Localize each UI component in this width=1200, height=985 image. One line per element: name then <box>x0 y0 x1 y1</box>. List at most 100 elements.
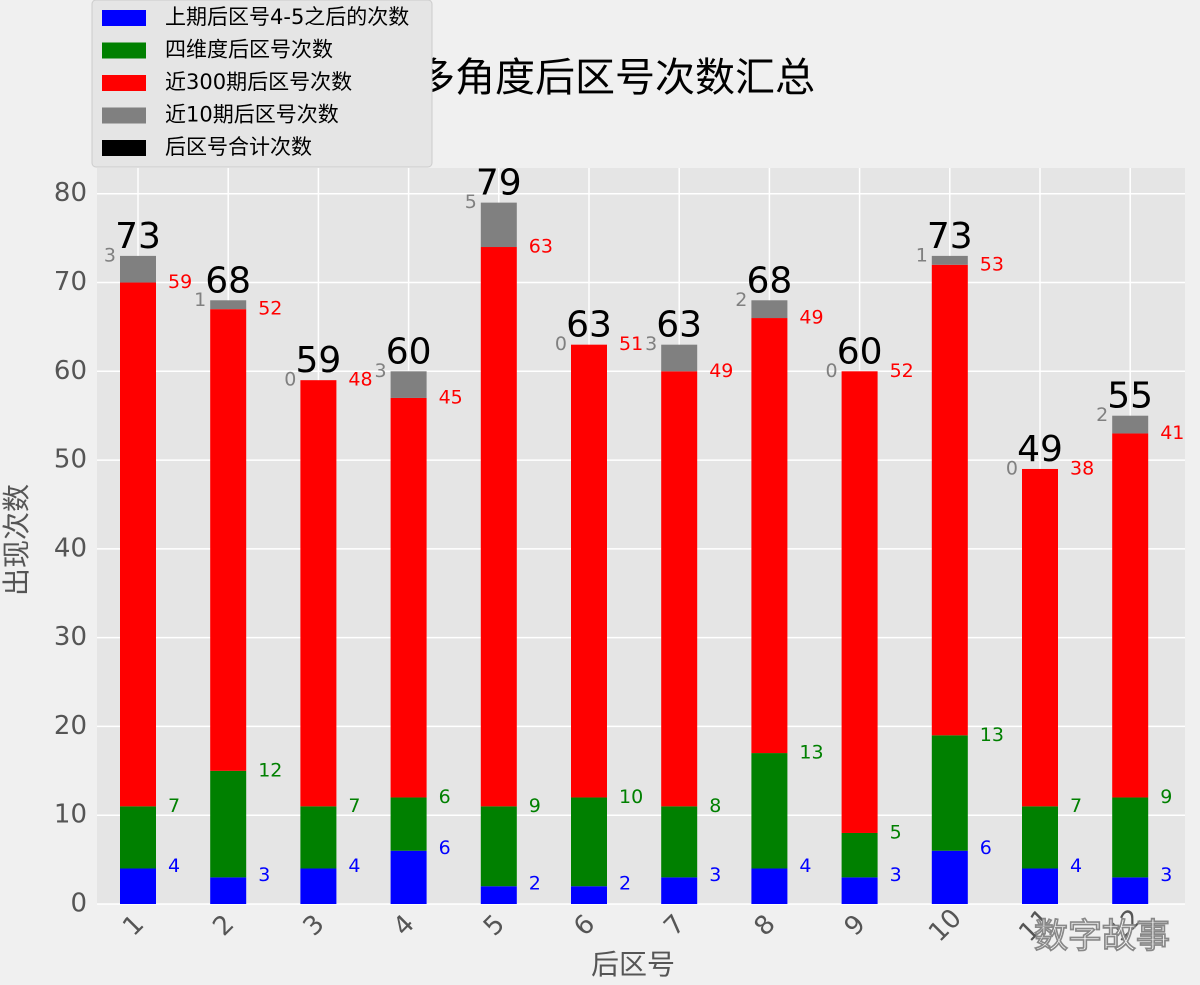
value-label: 1 <box>916 244 928 266</box>
bar-segment <box>120 255 156 283</box>
bar-segment <box>931 735 968 851</box>
bar-segment <box>480 202 517 248</box>
total-label: 68 <box>746 260 792 301</box>
bar-segment <box>120 868 156 904</box>
bar-segment <box>1112 797 1149 878</box>
legend-swatch <box>102 42 146 59</box>
y-tick-label: 60 <box>54 356 87 386</box>
bar-segment <box>480 247 517 807</box>
bar-segment <box>571 344 607 798</box>
bar-segment <box>751 753 788 869</box>
x-axis-label: 后区号 <box>591 948 675 981</box>
value-label: 5 <box>890 821 902 843</box>
bar-segment <box>1022 868 1058 904</box>
value-label: 6 <box>439 837 451 859</box>
bar-segment <box>1022 468 1058 807</box>
value-label: 0 <box>284 369 296 391</box>
plot-area <box>97 168 1185 904</box>
value-label: 1 <box>194 289 206 311</box>
value-label: 49 <box>709 360 733 382</box>
value-label: 3 <box>1160 864 1172 886</box>
value-label: 4 <box>348 855 360 877</box>
total-label: 59 <box>295 340 341 381</box>
bar-segment <box>931 255 968 265</box>
bar-segment <box>841 877 878 904</box>
bar-segment <box>841 371 878 833</box>
bar-segment <box>841 832 878 878</box>
value-label: 3 <box>375 360 387 382</box>
legend-box <box>91 0 433 168</box>
bar-segment <box>300 380 337 807</box>
value-label: 45 <box>439 386 463 408</box>
value-label: 2 <box>529 873 541 895</box>
value-label: 59 <box>168 271 192 293</box>
legend-swatch <box>102 10 146 26</box>
bar-segment <box>1112 415 1149 434</box>
bar-segment <box>390 371 427 398</box>
bar-segment <box>931 850 968 904</box>
value-label: 7 <box>348 795 360 817</box>
legend-swatch <box>102 140 146 156</box>
chart-title: 多角度后区号次数汇总 <box>415 55 815 101</box>
y-tick-label: 10 <box>54 800 87 830</box>
bar-segment <box>210 300 247 310</box>
total-label: 63 <box>656 305 702 346</box>
value-label: 0 <box>826 360 838 382</box>
bar-segment <box>210 877 247 904</box>
total-label: 68 <box>205 260 251 301</box>
value-label: 8 <box>709 795 721 817</box>
value-label: 2 <box>1096 404 1108 426</box>
bar-segment <box>661 371 698 807</box>
y-tick-label: 0 <box>70 889 87 919</box>
value-label: 49 <box>799 307 823 329</box>
bar-segment <box>751 300 788 319</box>
value-label: 5 <box>465 191 477 213</box>
total-label: 63 <box>566 305 612 346</box>
bar-segment <box>661 877 698 904</box>
value-label: 7 <box>1070 795 1082 817</box>
value-label: 10 <box>619 786 643 808</box>
value-label: 9 <box>529 795 541 817</box>
value-label: 41 <box>1160 422 1184 444</box>
total-label: 79 <box>476 163 522 204</box>
bar-segment <box>751 868 788 904</box>
bar-segment <box>480 806 517 887</box>
value-label: 13 <box>799 742 823 764</box>
legend-swatch <box>102 107 146 124</box>
bar-segment <box>390 797 427 851</box>
bar-segment <box>390 850 427 904</box>
bar-segment <box>931 264 968 736</box>
value-label: 52 <box>890 360 914 382</box>
value-label: 3 <box>104 244 116 266</box>
y-axis-label: 出现次数 <box>0 484 33 596</box>
value-label: 4 <box>799 855 811 877</box>
bar-segment <box>1112 433 1149 798</box>
y-tick-label: 80 <box>54 178 87 208</box>
legend-label: 后区号合计次数 <box>165 135 312 159</box>
value-label: 9 <box>1160 786 1172 808</box>
total-label: 60 <box>837 331 883 372</box>
y-tick-label: 70 <box>54 267 87 297</box>
value-label: 7 <box>168 795 180 817</box>
bar-segment <box>661 806 698 878</box>
value-label: 2 <box>735 289 747 311</box>
value-label: 3 <box>258 864 270 886</box>
bar-segment <box>661 344 698 372</box>
value-label: 51 <box>619 333 643 355</box>
value-label: 6 <box>980 837 992 859</box>
bar-segment <box>120 282 156 807</box>
total-label: 49 <box>1017 429 1063 470</box>
total-label: 73 <box>927 216 973 257</box>
legend-swatch <box>102 75 146 91</box>
y-tick-label: 40 <box>54 533 87 563</box>
total-label: 55 <box>1107 376 1153 417</box>
bar-segment <box>390 397 427 798</box>
total-label: 73 <box>115 216 161 257</box>
bar-segment <box>210 770 247 878</box>
bar-segment <box>480 886 517 904</box>
bar-segment <box>120 806 156 869</box>
legend-label: 近300期后区号次数 <box>165 70 352 94</box>
value-label: 0 <box>555 333 567 355</box>
legend-label: 上期后区号4-5之后的次数 <box>165 5 409 29</box>
